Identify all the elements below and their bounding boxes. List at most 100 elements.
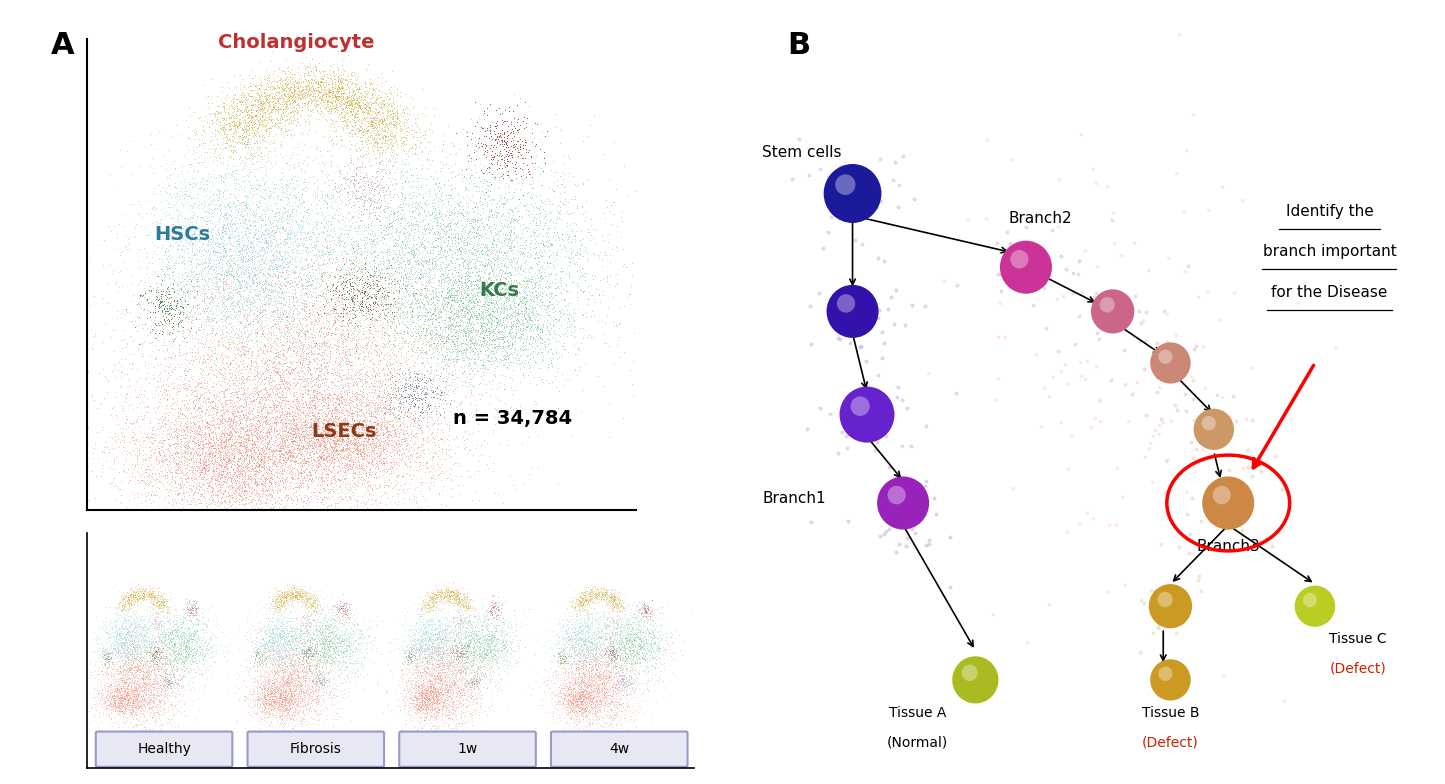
Point: [244, 261, 267, 274]
Point: [262, 399, 285, 412]
Point: [334, 608, 357, 621]
Point: [237, 402, 260, 415]
Point: [432, 397, 455, 409]
Point: [172, 626, 195, 638]
Point: [509, 261, 532, 274]
Point: [302, 435, 325, 448]
Point: [626, 629, 649, 641]
Point: [403, 204, 426, 216]
Point: [160, 430, 184, 443]
Point: [507, 243, 530, 256]
Point: [367, 384, 390, 397]
Point: [305, 589, 328, 601]
Point: [101, 639, 124, 652]
Point: [228, 251, 251, 263]
Point: [569, 673, 592, 685]
Point: [267, 356, 290, 368]
Point: [296, 590, 319, 602]
Point: [256, 238, 279, 251]
Point: [587, 682, 610, 695]
Point: [269, 593, 292, 606]
Point: [276, 724, 299, 737]
Point: [445, 430, 468, 443]
Point: [480, 629, 503, 641]
Point: [591, 692, 614, 705]
Point: [477, 284, 500, 296]
Point: [312, 241, 335, 254]
Point: [299, 621, 322, 633]
Point: [95, 684, 118, 697]
Point: [133, 693, 156, 706]
Point: [236, 449, 259, 462]
Point: [474, 267, 497, 279]
Point: [171, 629, 194, 641]
Point: [559, 702, 582, 715]
Point: [491, 228, 514, 241]
Point: [361, 437, 384, 449]
Point: [249, 390, 272, 403]
Point: [293, 298, 316, 310]
Point: [269, 724, 292, 737]
Point: [118, 625, 142, 637]
Point: [214, 448, 237, 461]
Point: [134, 654, 158, 666]
Point: [97, 648, 120, 660]
Point: [292, 350, 315, 362]
Point: [280, 72, 303, 85]
Point: [368, 267, 392, 279]
Point: [302, 394, 325, 406]
Point: [600, 583, 623, 596]
Point: [397, 108, 420, 121]
Point: [413, 648, 436, 661]
Point: [374, 133, 397, 146]
Point: [611, 603, 634, 615]
Point: [335, 635, 358, 648]
Point: [341, 124, 364, 136]
Point: [460, 132, 483, 145]
Point: [338, 266, 361, 278]
Point: [319, 323, 342, 336]
Point: [118, 609, 142, 622]
Point: [400, 217, 423, 230]
Point: [194, 234, 217, 246]
Point: [194, 636, 217, 648]
Point: [351, 431, 374, 444]
Point: [199, 260, 223, 272]
Point: [358, 313, 381, 325]
Point: [428, 586, 451, 599]
Point: [371, 441, 394, 453]
Point: [292, 662, 315, 675]
Point: [473, 407, 496, 419]
Point: [230, 255, 253, 267]
Point: [368, 104, 392, 117]
Point: [181, 637, 204, 649]
Point: [383, 522, 406, 535]
Point: [458, 325, 481, 337]
Point: [168, 406, 191, 419]
Point: [270, 644, 293, 656]
Point: [420, 640, 444, 652]
Point: [169, 663, 192, 676]
Point: [402, 644, 425, 657]
Point: [579, 683, 603, 695]
Point: [118, 681, 142, 693]
Point: [598, 174, 621, 187]
Point: [582, 722, 605, 735]
Point: [260, 459, 283, 471]
Point: [509, 146, 532, 158]
Point: [448, 638, 471, 651]
Point: [558, 662, 581, 674]
Point: [451, 347, 474, 359]
Point: [376, 403, 399, 416]
Point: [178, 646, 201, 659]
Point: [571, 693, 594, 706]
Point: [409, 301, 432, 314]
Point: [306, 452, 329, 465]
Point: [644, 656, 668, 669]
Point: [477, 287, 500, 299]
Point: [143, 665, 166, 677]
Point: [568, 683, 591, 695]
Point: [129, 198, 152, 210]
Point: [370, 319, 393, 332]
Point: [397, 398, 420, 411]
